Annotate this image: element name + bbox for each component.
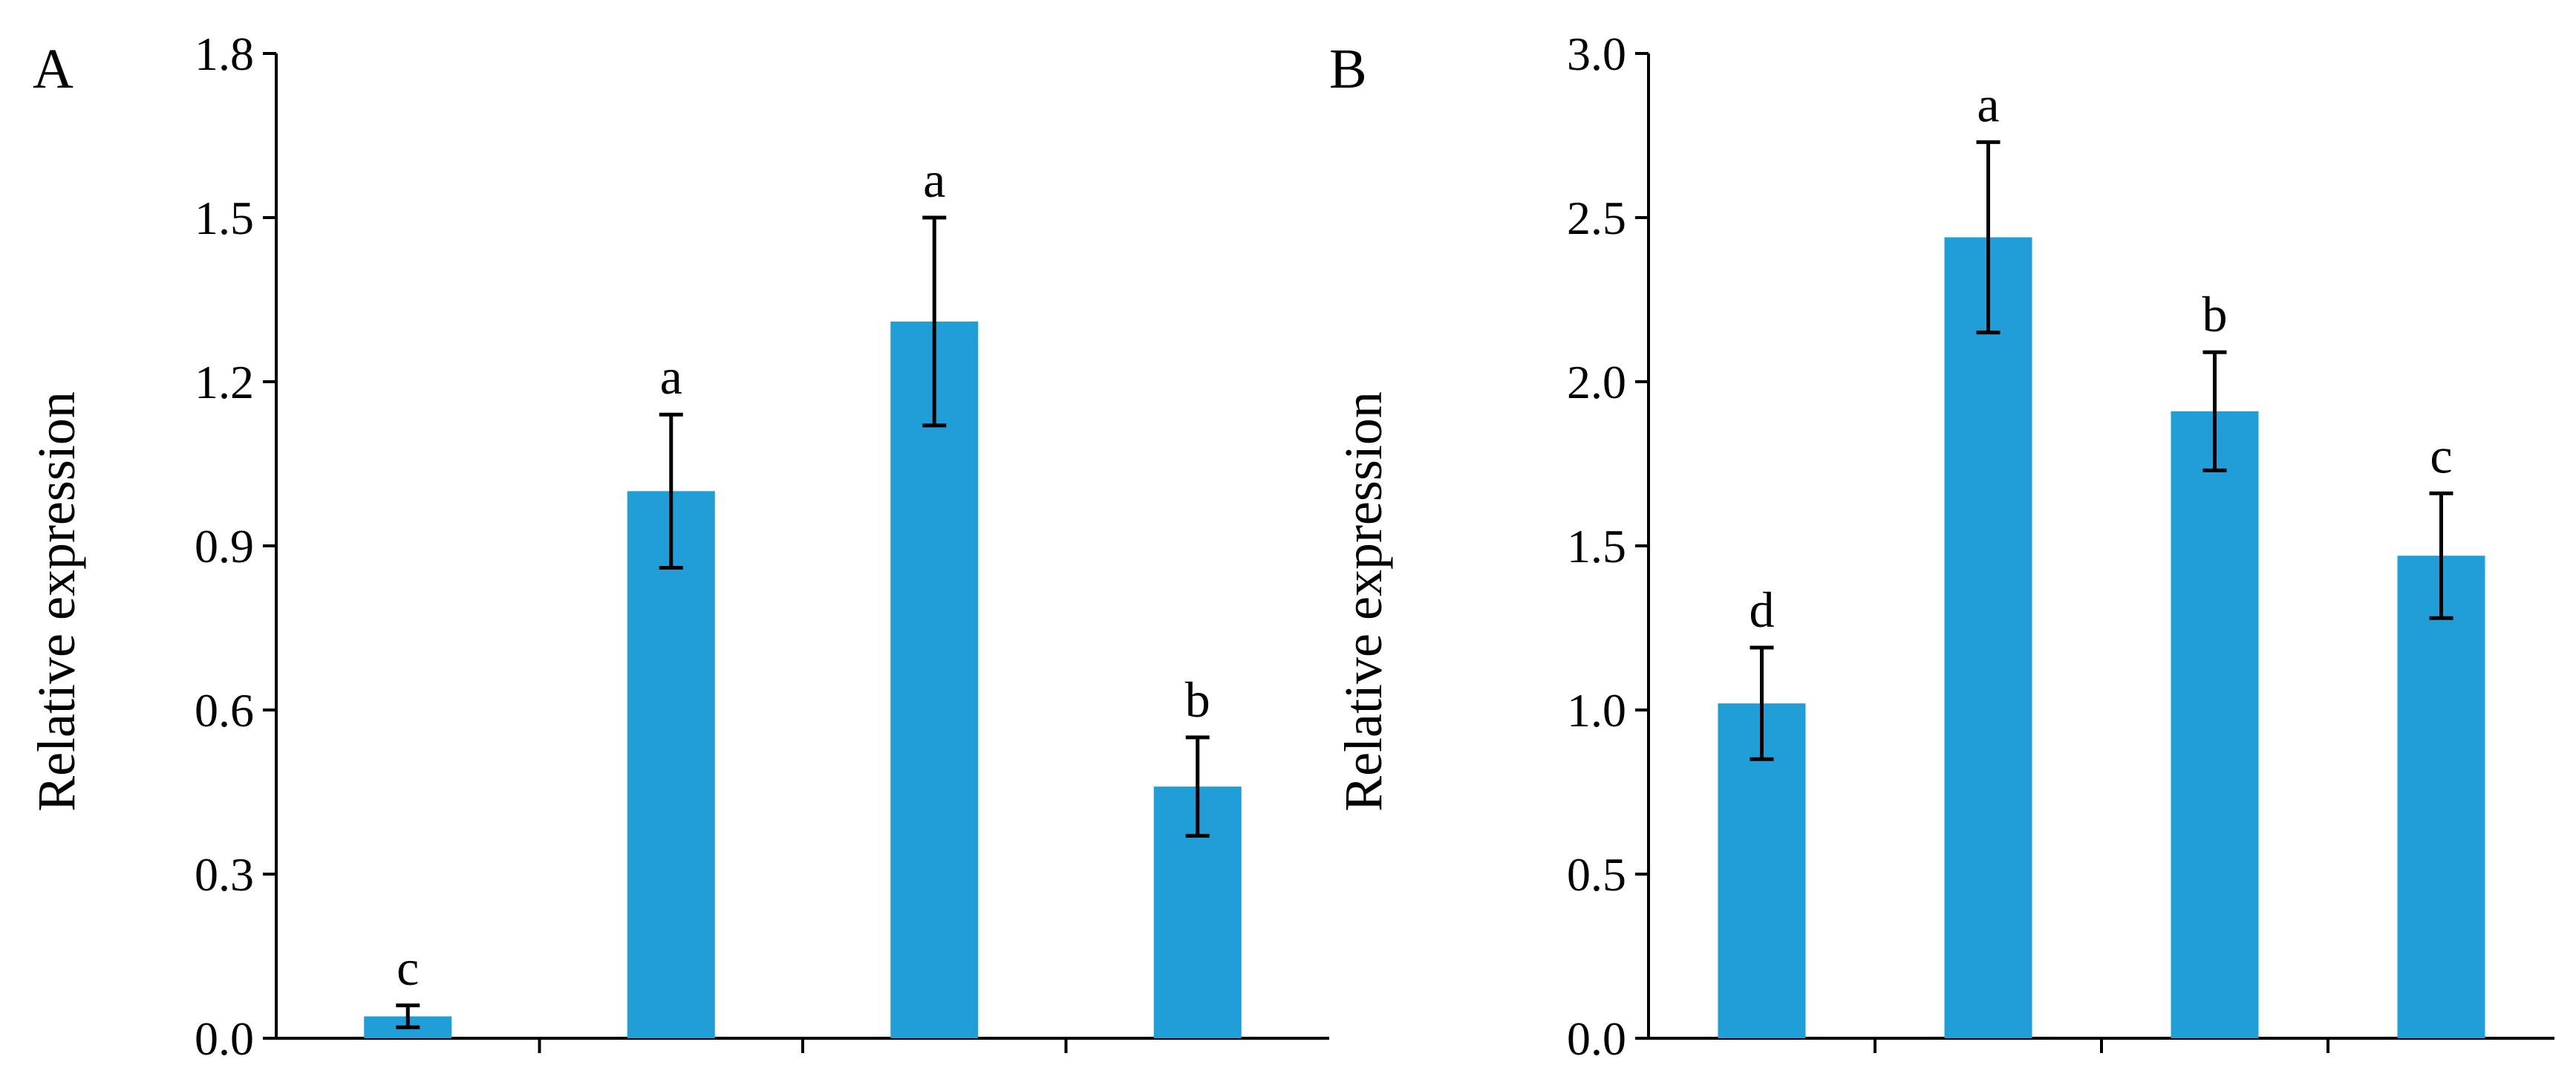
a-bar-stem [627, 491, 715, 1038]
panel-a-y-ticks: 0.0 0.3 0.6 0.9 1.2 1.5 1.8 [195, 27, 276, 1065]
b-significance-label: a [1977, 76, 1999, 132]
b-y-tick-label: 1.0 [1567, 684, 1626, 737]
a-bar-leaf [890, 321, 979, 1038]
a-significance-label: a [923, 152, 945, 208]
a-y-tick-label: 0.0 [195, 1012, 254, 1065]
a-significance-label: b [1185, 671, 1210, 728]
b-significance-label: d [1750, 582, 1775, 638]
b-y-tick-label: 2.5 [1567, 192, 1626, 244]
panel-a-label: A [33, 38, 74, 100]
b-significance-label: b [2202, 286, 2228, 342]
b-category-label: 30 DPA [1686, 1079, 1836, 1088]
a-y-tick-label: 1.8 [195, 27, 254, 80]
a-y-tick-label: 0.6 [195, 684, 254, 737]
a-significance-label: a [660, 348, 682, 405]
panel-b-bars: d 30 DPA a Breaker b B+5 c B+10 [1686, 76, 2494, 1088]
panel-b-y-ticks: 0.0 0.5 1.0 1.5 2.0 2.5 3.0 [1567, 27, 1649, 1065]
b-category-label: B+5 [2174, 1079, 2256, 1088]
panel-b-chart: B Relative expression 0.0 0.5 1.0 1.5 2.0 2.5… [1329, 27, 2554, 1088]
a-category-label: Leaf [891, 1079, 979, 1088]
a-category-label: Flower [1130, 1079, 1265, 1088]
b-bar-b-5 [2171, 411, 2259, 1038]
panel-a-bars: c Root a Stem a Leaf b Flower [362, 152, 1265, 1088]
a-category-label: Stem [622, 1079, 720, 1088]
b-significance-label: c [2430, 427, 2452, 483]
a-y-tick-label: 0.9 [195, 520, 254, 573]
a-y-tick-label: 1.5 [195, 192, 254, 244]
b-category-label: Breaker [1913, 1079, 2064, 1088]
b-y-tick-label: 3.0 [1567, 27, 1626, 80]
panel-b-label: B [1329, 38, 1367, 100]
b-bar-b-10 [2397, 556, 2485, 1038]
b-y-tick-label: 1.5 [1567, 520, 1626, 573]
a-y-tick-label: 0.3 [195, 848, 254, 901]
panel-a-y-axis-title: Relative expression [27, 391, 86, 812]
b-y-tick-label: 0.5 [1567, 848, 1626, 901]
a-significance-label: c [397, 939, 419, 996]
b-y-tick-label: 2.0 [1567, 356, 1626, 408]
panel-a-chart: A Relative expression 0.0 0.3 0.6 0.9 1.2 1.5… [27, 27, 1329, 1088]
b-y-tick-label: 0.0 [1567, 1012, 1626, 1065]
b-category-label: B+10 [2388, 1079, 2494, 1088]
a-category-label: Root [362, 1079, 454, 1088]
a-y-tick-label: 1.2 [195, 356, 254, 408]
panel-b-y-axis-title: Relative expression [1334, 391, 1393, 812]
b-bar-breaker [1944, 237, 2032, 1038]
